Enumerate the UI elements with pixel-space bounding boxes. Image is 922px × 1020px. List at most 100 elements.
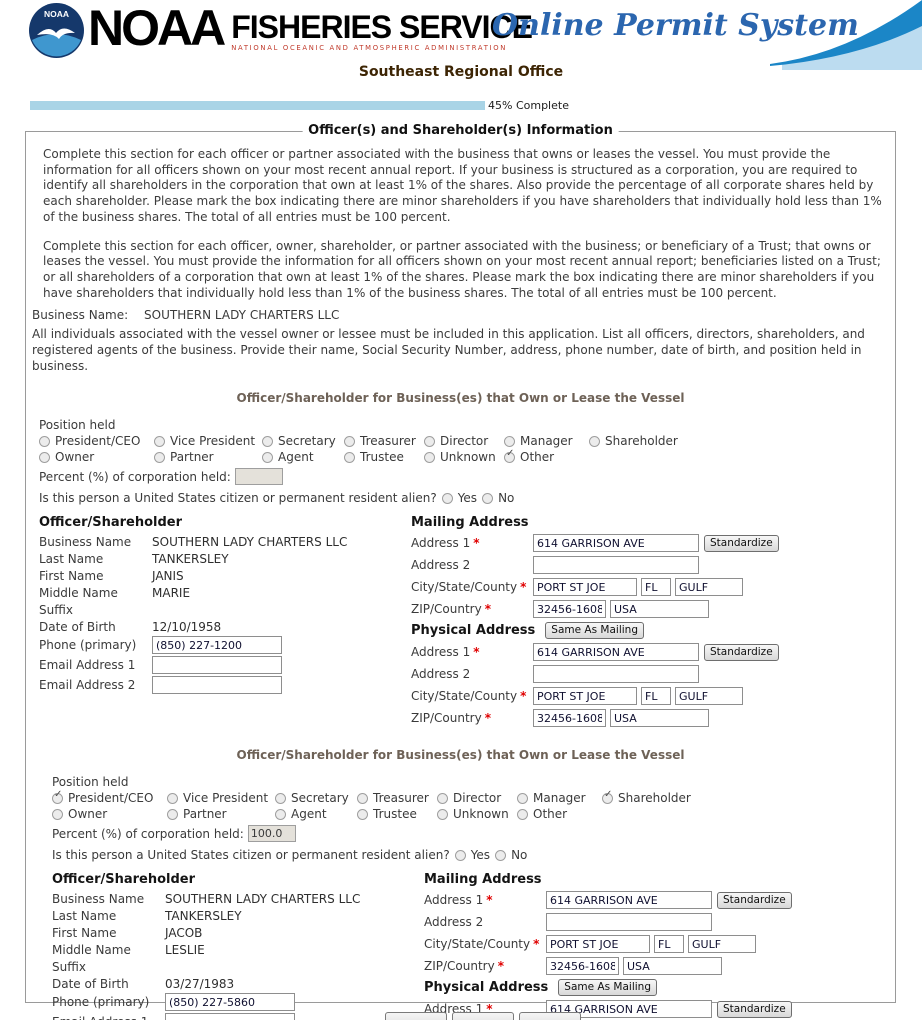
mailing-county-input[interactable] (675, 578, 743, 597)
position-option-vice-president[interactable]: Vice President (167, 791, 275, 805)
noaa-subtitle: NATIONAL OCEANIC AND ATMOSPHERIC ADMINIS… (231, 44, 508, 52)
first-name-label: First Name (52, 925, 117, 940)
position-option-shareholder[interactable]: ✓ Shareholder (602, 788, 691, 806)
bottom-button-1[interactable] (385, 1012, 447, 1020)
position-option-director[interactable]: Director (424, 434, 504, 448)
position-option-other[interactable]: Other (517, 807, 602, 821)
noaa-wordmark: NOAA (88, 0, 226, 56)
email1-input[interactable] (165, 1013, 295, 1020)
mailing-state-input[interactable] (641, 578, 671, 597)
business-name-field-label: Business Name (39, 534, 132, 549)
physical-address-heading: Physical Address (411, 623, 536, 639)
radio-icon (517, 792, 528, 804)
standardize-button[interactable]: Standardize (704, 643, 779, 661)
mailing-county-input[interactable] (688, 935, 756, 954)
mailing-zip-input[interactable] (546, 957, 619, 976)
physical-county-input[interactable] (675, 687, 743, 706)
position-option-treasurer[interactable]: Treasurer (344, 434, 424, 448)
physical-address1-label: Address 1 * (411, 645, 480, 660)
citizen-no-option[interactable]: No (482, 491, 514, 505)
physical-country-input[interactable] (610, 709, 709, 728)
mailing-address1-input[interactable] (546, 891, 712, 910)
percent-held-input[interactable] (234, 468, 283, 486)
position-option-owner[interactable]: Owner (52, 807, 167, 821)
citizen-yes-option[interactable]: Yes (441, 491, 477, 505)
citizen-question-row: Is this person a United States citizen o… (52, 848, 895, 862)
mailing-country-input[interactable] (623, 957, 722, 976)
position-option-agent[interactable]: Agent (275, 807, 357, 821)
phone-input[interactable] (165, 993, 295, 1012)
radio-icon (154, 435, 165, 447)
business-name-field-value: SOUTHERN LADY CHARTERS LLC (165, 891, 361, 906)
position-option-president-ceo[interactable]: ✓ President/CEO (52, 788, 154, 806)
position-option-trustee[interactable]: Trustee (344, 450, 424, 464)
same-as-mailing-button[interactable]: Same As Mailing (558, 979, 657, 997)
email1-input[interactable] (152, 656, 282, 675)
phone-input[interactable] (152, 636, 282, 655)
radio-icon (589, 435, 600, 447)
mailing-state-input[interactable] (654, 935, 684, 954)
email2-input[interactable] (152, 676, 282, 695)
citizen-yes-option[interactable]: Yes (454, 848, 490, 862)
mailing-city-input[interactable] (533, 578, 637, 597)
physical-address1-input[interactable] (546, 1000, 712, 1019)
required-marker: * (497, 959, 504, 974)
radio-icon (344, 435, 355, 447)
same-as-mailing-button[interactable]: Same As Mailing (545, 622, 644, 640)
business-name-field-label: Business Name (52, 891, 145, 906)
position-option-secretary[interactable]: Secretary (275, 791, 357, 805)
physical-city-label: City/State/County * (411, 689, 527, 704)
position-option-other[interactable]: ✓ Other (504, 447, 555, 465)
position-option-vice-president[interactable]: Vice President (154, 434, 262, 448)
radio-icon (424, 451, 435, 463)
citizen-no-option[interactable]: No (495, 848, 527, 862)
progress-bar: 45% Complete (30, 99, 569, 112)
citizen-question-label: Is this person a United States citizen o… (39, 491, 437, 506)
standardize-button[interactable]: Standardize (717, 1000, 792, 1018)
position-option-treasurer[interactable]: Treasurer (357, 791, 437, 805)
mailing-city-input[interactable] (546, 935, 650, 954)
standardize-button[interactable]: Standardize (704, 534, 779, 552)
position-option-partner[interactable]: Partner (167, 807, 275, 821)
percent-held-input[interactable] (247, 825, 296, 843)
mailing-address2-input[interactable] (533, 556, 699, 575)
last-name-value: TANKERSLEY (152, 551, 229, 566)
position-option-manager[interactable]: Manager (504, 434, 589, 448)
position-option-partner[interactable]: Partner (154, 450, 262, 464)
business-name-value: SOUTHERN LADY CHARTERS LLC (144, 308, 340, 323)
physical-address2-input[interactable] (533, 665, 699, 684)
percent-held-label: Percent (%) of corporation held: (52, 826, 244, 841)
intro-paragraph-1: Complete this section for each officer o… (43, 147, 882, 224)
mailing-country-input[interactable] (610, 600, 709, 619)
mailing-address1-input[interactable] (533, 534, 699, 553)
position-options-grid: President/CEO Vice President Secretary T… (39, 434, 895, 464)
mailing-address2-input[interactable] (546, 913, 712, 932)
radio-icon (482, 492, 494, 504)
dob-label: Date of Birth (52, 976, 129, 991)
position-option-president-ceo[interactable]: President/CEO (39, 434, 154, 448)
mailing-zip-input[interactable] (533, 600, 606, 619)
standardize-button[interactable]: Standardize (717, 891, 792, 909)
physical-state-input[interactable] (641, 687, 671, 706)
required-marker: * (473, 536, 480, 551)
position-option-director[interactable]: Director (437, 791, 517, 805)
position-option-unknown[interactable]: Unknown (437, 807, 517, 821)
physical-city-input[interactable] (533, 687, 637, 706)
position-option-unknown[interactable]: Unknown (424, 450, 504, 464)
bottom-button-3[interactable] (519, 1012, 581, 1020)
position-option-manager[interactable]: Manager (517, 791, 602, 805)
physical-zip-input[interactable] (533, 709, 606, 728)
radio-icon (275, 808, 286, 820)
position-option-trustee[interactable]: Trustee (357, 807, 437, 821)
position-option-owner[interactable]: Owner (39, 450, 154, 464)
section-heading-2: Officer/Shareholder for Business(es) tha… (236, 748, 685, 763)
position-option-shareholder[interactable]: Shareholder (589, 434, 895, 448)
radio-icon (357, 792, 368, 804)
officer-shareholder-fieldset: Officer(s) and Shareholder(s) Informatio… (25, 123, 896, 1020)
bottom-button-2[interactable] (452, 1012, 514, 1020)
physical-address1-input[interactable] (533, 643, 699, 662)
position-option-agent[interactable]: Agent (262, 450, 344, 464)
position-option-secretary[interactable]: Secretary (262, 434, 344, 448)
citizen-question-label: Is this person a United States citizen o… (52, 848, 450, 863)
